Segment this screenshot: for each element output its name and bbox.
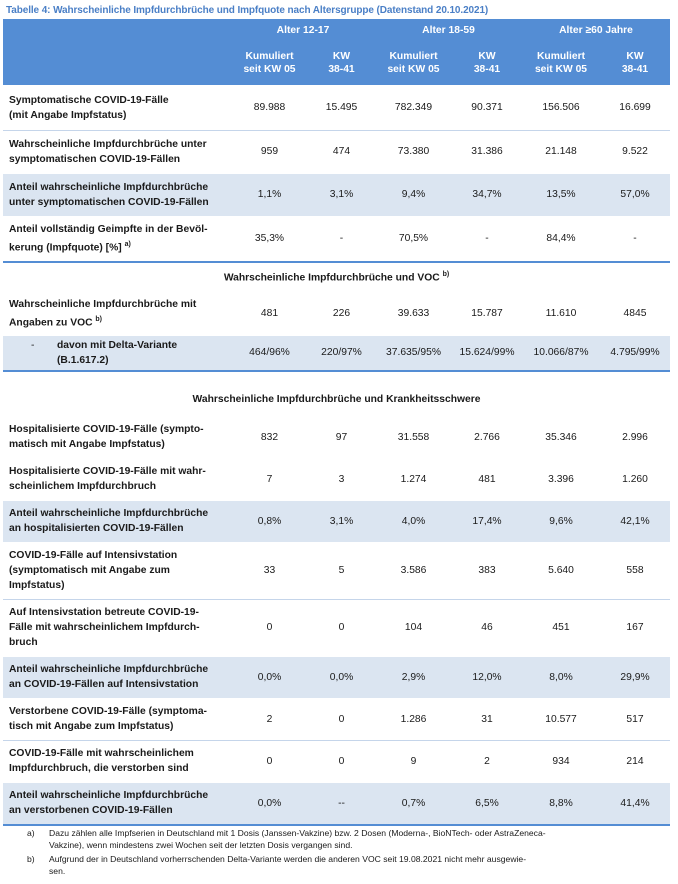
table-row: COVID-19-Fälle auf Intensivstation (sympt…: [3, 541, 671, 600]
subheader-cumulative: Kumuliert seit KW 05: [522, 42, 600, 85]
vaccination-breakthrough-table: Alter 12-17 Alter 18-59 Alter ≥60 Jahre …: [3, 19, 671, 826]
footnote-b: b) Aufgrund der in Deutschland vorherrsc…: [27, 854, 527, 876]
group-header-60plus: Alter ≥60 Jahre: [522, 19, 671, 42]
table-row-delta: - davon mit Delta-Variante (B.1.617.2) 464…: [3, 334, 671, 372]
subheader-kw: KW 38-41: [600, 42, 671, 85]
table-row: Hospitalisierte COVID-19-Fälle (sympto-m…: [3, 415, 671, 458]
row-label: Wahrscheinliche Impfdurchbrüche mit Angab…: [3, 291, 231, 335]
table-row: Wahrscheinliche Impfdurchbrüche mit Angab…: [3, 291, 671, 335]
group-header-12-17: Alter 12-17: [231, 19, 375, 42]
header-row-periods: Kumuliert seit KW 05 KW 38-41 Kumuliert sei…: [3, 42, 671, 85]
row-label: Hospitalisierte COVID-19-Fälle mit wahr-…: [3, 457, 231, 500]
row-label: Anteil wahrscheinliche Impfdurchbrüche an…: [3, 499, 231, 542]
table-row: Anteil wahrscheinliche Impfdurchbrüche un…: [3, 172, 671, 216]
subheader-kw: KW 38-41: [452, 42, 522, 85]
row-label: Symptomatische COVID-19-Fälle (mit Angabe…: [3, 84, 231, 131]
table-row: Anteil wahrscheinliche Impfdurchbrüche an…: [3, 781, 671, 826]
section-heading-voc: Wahrscheinliche Impfdurchbrüche und VOC …: [223, 271, 450, 284]
table-row: Anteil vollständig Geimpfte in der Bevöl…: [3, 215, 671, 263]
row-label: - davon mit Delta-Variante (B.1.617.2): [3, 334, 231, 372]
table-row: Anteil wahrscheinliche Impfdurchbrüche an…: [3, 655, 671, 698]
table-row: Auf Intensivstation betreute COVID-19- Fä…: [3, 598, 671, 656]
table-caption: Tabelle 4: Wahrscheinliche Impfdurchbrüc…: [6, 5, 489, 16]
row-label: Verstorbene COVID-19-Fälle (symptoma-tis…: [3, 697, 231, 741]
row-label: Anteil wahrscheinliche Impfdurchbrüche an…: [3, 655, 231, 698]
row-label: Anteil wahrscheinliche Impfdurchbrüche an…: [3, 781, 231, 826]
table-row: Wahrscheinliche Impfdurchbrüche unter sym…: [3, 129, 671, 173]
table-row: Anteil wahrscheinliche Impfdurchbrüche an…: [3, 499, 671, 542]
row-label: Anteil vollständig Geimpfte in der Bevöl…: [3, 215, 231, 263]
header-row-groups: Alter 12-17 Alter 18-59 Alter ≥60 Jahre: [3, 19, 671, 42]
subheader-cumulative: Kumuliert seit KW 05: [231, 42, 308, 85]
row-label: COVID-19-Fälle auf Intensivstation (sympt…: [3, 541, 231, 600]
table-row: Symptomatische COVID-19-Fälle (mit Angabe…: [3, 84, 671, 131]
row-label: Auf Intensivstation betreute COVID-19- Fä…: [3, 598, 231, 656]
section-heading-severity: Wahrscheinliche Impfdurchbrüche und Kran…: [192, 394, 481, 406]
row-label: COVID-19-Fälle mit wahrscheinlichem Impfd…: [3, 739, 231, 782]
footnotes: a) Dazu zählen alle Impfserien in Deutsc…: [27, 827, 647, 879]
subheader-kw: KW 38-41: [308, 42, 375, 85]
subheader-cumulative: Kumuliert seit KW 05: [375, 42, 452, 85]
row-label: Wahrscheinliche Impfdurchbrüche unter sym…: [3, 129, 231, 173]
row-label: Hospitalisierte COVID-19-Fälle (sympto-m…: [3, 415, 231, 458]
table-row: Verstorbene COVID-19-Fälle (symptoma-tis…: [3, 697, 671, 741]
group-header-18-59: Alter 18-59: [375, 19, 522, 42]
table-row: Hospitalisierte COVID-19-Fälle mit wahr-…: [3, 457, 671, 500]
footnote-a: a) Dazu zählen alle Impfserien in Deutsc…: [27, 828, 546, 850]
row-label: Anteil wahrscheinliche Impfdurchbrüche un…: [3, 172, 231, 216]
table-row: COVID-19-Fälle mit wahrscheinlichem Impfd…: [3, 739, 671, 782]
